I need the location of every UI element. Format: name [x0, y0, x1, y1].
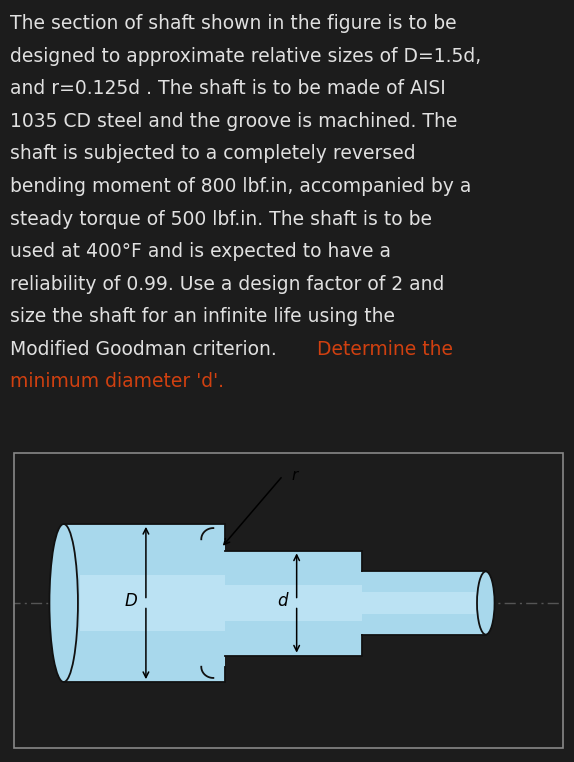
Bar [226, 584, 362, 621]
Bar [362, 592, 486, 614]
Bar [362, 572, 486, 635]
Bar [476, 572, 486, 635]
Text: reliability of 0.99. Use a design factor of 2 and: reliability of 0.99. Use a design factor… [10, 274, 445, 293]
Text: size the shaft for an infinite life using the: size the shaft for an infinite life usin… [10, 307, 395, 326]
Text: used at 400°F and is expected to have a: used at 400°F and is expected to have a [10, 242, 391, 261]
Ellipse shape [477, 572, 495, 635]
Text: designed to approximate relative sizes of D=1.5d,: designed to approximate relative sizes o… [10, 46, 482, 66]
Text: d: d [278, 592, 288, 610]
Bar [64, 524, 80, 682]
Text: bending moment of 800 lbf.in, accompanied by a: bending moment of 800 lbf.in, accompanie… [10, 177, 472, 196]
Text: The section of shaft shown in the figure is to be: The section of shaft shown in the figure… [10, 14, 457, 34]
Text: r: r [291, 468, 297, 483]
Text: shaft is subjected to a completely reversed: shaft is subjected to a completely rever… [10, 145, 416, 163]
Text: Determine the: Determine the [317, 340, 453, 359]
Text: Modified Goodman criterion.: Modified Goodman criterion. [10, 340, 283, 359]
Bar [64, 524, 226, 682]
Ellipse shape [49, 524, 78, 682]
Bar [226, 550, 362, 655]
Text: D: D [124, 592, 137, 610]
Text: steady torque of 500 lbf.in. The shaft is to be: steady torque of 500 lbf.in. The shaft i… [10, 210, 432, 229]
Text: and r=0.125d . The shaft is to be made of AISI: and r=0.125d . The shaft is to be made o… [10, 79, 446, 98]
Text: minimum diameter 'd'.: minimum diameter 'd'. [10, 372, 224, 391]
Bar [64, 575, 226, 631]
Text: 1035 CD steel and the groove is machined. The: 1035 CD steel and the groove is machined… [10, 112, 457, 131]
